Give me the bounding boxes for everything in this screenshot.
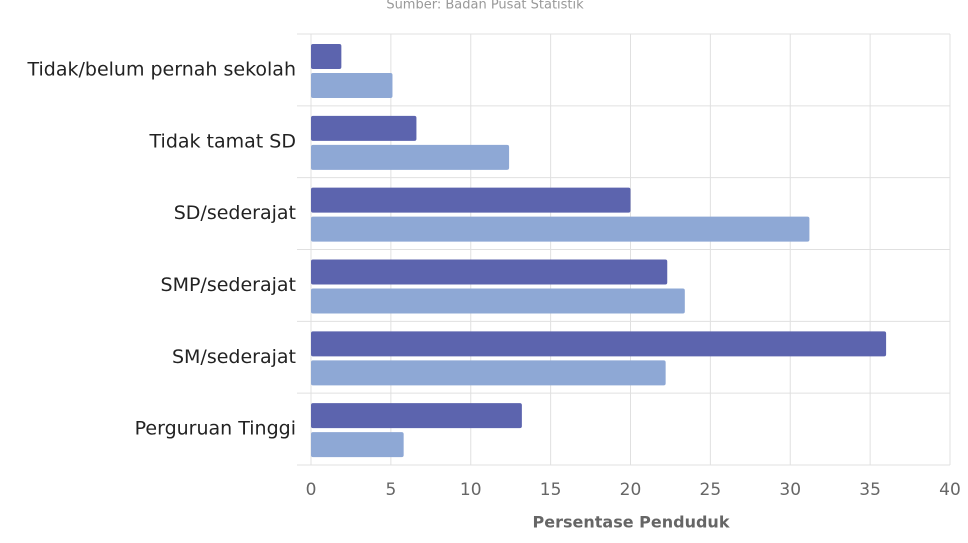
x-tick-label: 15 (540, 480, 562, 500)
y-tick-label: SMP/sederajat (161, 274, 296, 296)
y-tick-label: Perguruan Tinggi (135, 418, 296, 440)
bar (311, 259, 668, 285)
x-tick-label: 5 (385, 480, 396, 500)
chart-subtitle: Sumber: Badan Pusat Statistik (386, 0, 584, 13)
bar (311, 216, 810, 242)
bar (311, 115, 417, 141)
y-tick-label: SD/sederajat (174, 202, 296, 224)
y-tick-label: Tidak/belum pernah sekolah (26, 58, 296, 80)
y-tick-label: Tidak tamat SD (149, 130, 296, 152)
x-tick-label: 40 (939, 480, 961, 500)
x-tick-label: 30 (779, 480, 801, 500)
bar (311, 44, 342, 69)
x-tick-label: 0 (306, 480, 317, 500)
bar (311, 331, 887, 357)
x-axis-title: Persentase Penduduk (533, 513, 730, 532)
bar (311, 144, 510, 170)
x-tick-label: 10 (460, 480, 482, 500)
x-tick-label: 35 (859, 480, 881, 500)
bar (311, 403, 522, 429)
bar (311, 187, 631, 213)
x-tick-label: 25 (700, 480, 722, 500)
bar (311, 432, 404, 458)
y-tick-label: SM/sederajat (172, 346, 296, 368)
x-tick-label: 20 (620, 480, 642, 500)
bar (311, 73, 393, 98)
bar (311, 288, 685, 314)
bar (311, 360, 666, 386)
